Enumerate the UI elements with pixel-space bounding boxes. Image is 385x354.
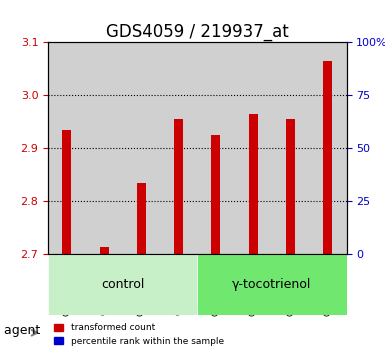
Bar [286,119,295,255]
Title: GDS4059 / 219937_at: GDS4059 / 219937_at [106,23,289,41]
Bar [48,42,85,255]
Bar [123,42,160,255]
Bar [100,246,109,255]
Bar [62,130,71,255]
Bar [160,42,197,255]
Text: γ-tocotrienol: γ-tocotrienol [232,278,311,291]
Bar [211,135,221,255]
Bar [137,183,146,255]
Legend: transformed count, percentile rank within the sample: transformed count, percentile rank withi… [51,320,227,349]
FancyBboxPatch shape [197,255,346,315]
Text: agent: agent [4,325,44,337]
Bar [323,61,332,255]
Bar [309,42,346,255]
Bar [85,42,123,255]
Bar [234,42,272,255]
Text: control: control [101,278,144,291]
Bar [174,119,183,255]
Bar [272,42,309,255]
Bar [249,114,258,255]
Bar [197,42,234,255]
FancyBboxPatch shape [48,255,197,315]
